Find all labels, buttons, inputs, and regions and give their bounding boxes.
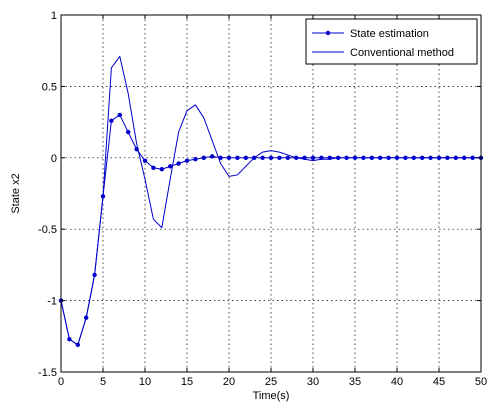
data-point — [260, 155, 265, 160]
x-tick-label: 40 — [391, 376, 403, 388]
x-tick-label: 30 — [307, 376, 319, 388]
legend-marker-state-estimation — [325, 30, 331, 36]
y-tick-label: 0.5 — [42, 81, 57, 93]
grid — [61, 15, 481, 372]
data-point — [117, 112, 123, 118]
data-point — [243, 155, 248, 160]
series-line-conventional-method — [60, 55, 481, 346]
y-tick-label: -1.5 — [38, 367, 57, 379]
data-point — [210, 154, 215, 159]
legend-label-state-estimation: State estimation — [350, 28, 429, 40]
data-point — [310, 155, 316, 160]
data-point — [151, 165, 156, 170]
legend-box — [305, 18, 478, 65]
x-tick-label: 45 — [433, 376, 445, 388]
data-point — [277, 155, 282, 160]
data-point — [285, 155, 290, 160]
data-point — [268, 155, 274, 160]
y-tick-label: -1 — [47, 296, 57, 308]
data-point — [126, 129, 131, 135]
x-tick-label: 50 — [475, 376, 487, 388]
y-axis-label: State x2 — [10, 173, 22, 213]
y-tick-label: 1 — [51, 10, 57, 22]
series-layer — [58, 55, 484, 348]
x-tick-label: 35 — [349, 376, 361, 388]
data-point — [176, 161, 181, 166]
data-point — [193, 157, 198, 162]
data-point — [109, 118, 114, 123]
data-point — [218, 155, 223, 160]
legend: State estimation Conventional method — [305, 18, 478, 65]
ticks: 0 5 10 15 20 25 30 35 40 45 50 -1.5 -1 -0.5 0 0.5 1 — [38, 10, 487, 388]
legend-label-conventional-method: Conventional method — [350, 47, 454, 59]
x-tick-label: 20 — [223, 376, 235, 388]
y-tick-label: -0.5 — [38, 224, 57, 236]
x-tick-label: 0 — [58, 376, 64, 388]
y-tick-label: 0 — [51, 153, 57, 165]
x-tick-label: 5 — [100, 376, 106, 388]
data-point — [226, 155, 232, 160]
data-point — [184, 158, 190, 163]
x-axis-label: Time(s) — [253, 390, 290, 402]
data-point — [168, 164, 173, 169]
x-tick-label: 10 — [139, 376, 151, 388]
data-point — [159, 167, 164, 172]
data-point — [201, 155, 206, 160]
data-point — [142, 158, 148, 163]
data-point — [235, 155, 240, 160]
plot-area — [61, 15, 481, 372]
x-tick-label: 15 — [181, 376, 193, 388]
x-tick-label: 25 — [265, 376, 277, 388]
